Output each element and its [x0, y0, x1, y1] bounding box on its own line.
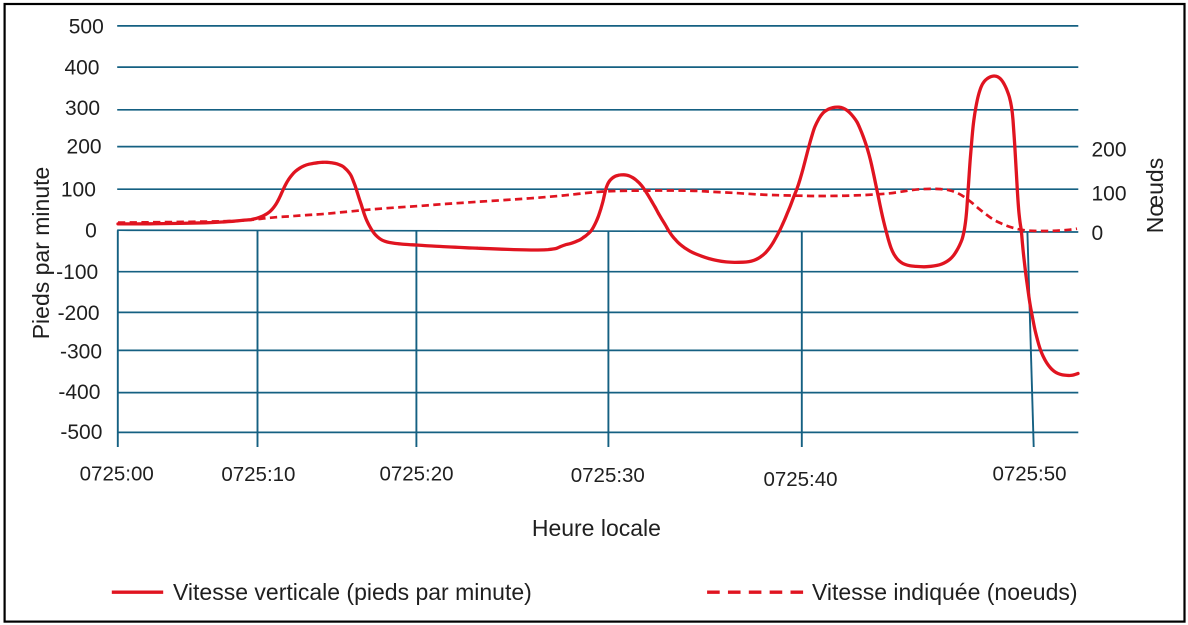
svg-text:500: 500	[69, 15, 104, 38]
svg-text:Heure locale: Heure locale	[532, 515, 661, 541]
svg-text:Vitesse verticale (pieds par m: Vitesse verticale (pieds par minute)	[173, 579, 532, 605]
svg-text:100: 100	[1092, 182, 1127, 205]
svg-text:0725:30: 0725:30	[571, 464, 645, 487]
svg-text:0: 0	[1092, 222, 1104, 245]
svg-text:Pieds par minute: Pieds par minute	[28, 167, 54, 340]
svg-text:400: 400	[64, 57, 99, 80]
svg-text:-400: -400	[58, 381, 100, 404]
svg-text:0725:50: 0725:50	[992, 463, 1066, 486]
svg-text:Nœuds: Nœuds	[1142, 158, 1168, 233]
svg-text:100: 100	[61, 179, 96, 202]
svg-text:0725:10: 0725:10	[221, 463, 295, 486]
svg-text:-200: -200	[58, 302, 100, 325]
svg-text:0725:00: 0725:00	[80, 462, 154, 485]
svg-text:300: 300	[65, 97, 100, 120]
svg-text:Vitesse indiquée (noeuds): Vitesse indiquée (noeuds)	[812, 579, 1078, 605]
svg-text:0: 0	[85, 220, 97, 243]
svg-text:0725:40: 0725:40	[763, 468, 837, 491]
svg-text:200: 200	[67, 136, 102, 159]
svg-text:200: 200	[1092, 139, 1127, 162]
svg-text:-500: -500	[60, 421, 102, 444]
svg-text:-100: -100	[56, 261, 98, 284]
svg-text:-300: -300	[60, 341, 102, 364]
svg-text:0725:20: 0725:20	[379, 463, 453, 486]
